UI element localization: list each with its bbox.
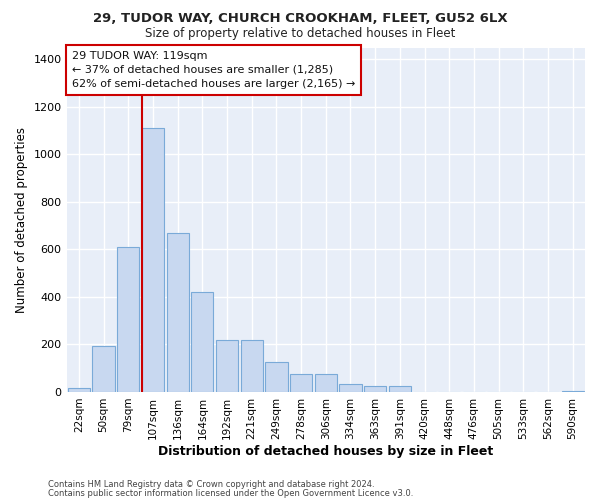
Bar [167, 233, 189, 392]
Bar [142, 128, 164, 392]
Bar [314, 374, 337, 392]
Text: Contains HM Land Registry data © Crown copyright and database right 2024.: Contains HM Land Registry data © Crown c… [48, 480, 374, 489]
X-axis label: Distribution of detached houses by size in Fleet: Distribution of detached houses by size … [158, 444, 493, 458]
Text: 29 TUDOR WAY: 119sqm
← 37% of detached houses are smaller (1,285)
62% of semi-de: 29 TUDOR WAY: 119sqm ← 37% of detached h… [72, 51, 355, 89]
Bar [364, 386, 386, 392]
Bar [290, 374, 312, 392]
Bar [241, 340, 263, 392]
Text: 29, TUDOR WAY, CHURCH CROOKHAM, FLEET, GU52 6LX: 29, TUDOR WAY, CHURCH CROOKHAM, FLEET, G… [92, 12, 508, 26]
Text: Contains public sector information licensed under the Open Government Licence v3: Contains public sector information licen… [48, 488, 413, 498]
Bar [191, 292, 214, 392]
Bar [117, 247, 139, 392]
Bar [68, 388, 90, 392]
Text: Size of property relative to detached houses in Fleet: Size of property relative to detached ho… [145, 28, 455, 40]
Y-axis label: Number of detached properties: Number of detached properties [15, 126, 28, 312]
Bar [216, 340, 238, 392]
Bar [340, 384, 362, 392]
Bar [92, 346, 115, 392]
Bar [265, 362, 287, 392]
Bar [389, 386, 411, 392]
Bar [562, 391, 584, 392]
